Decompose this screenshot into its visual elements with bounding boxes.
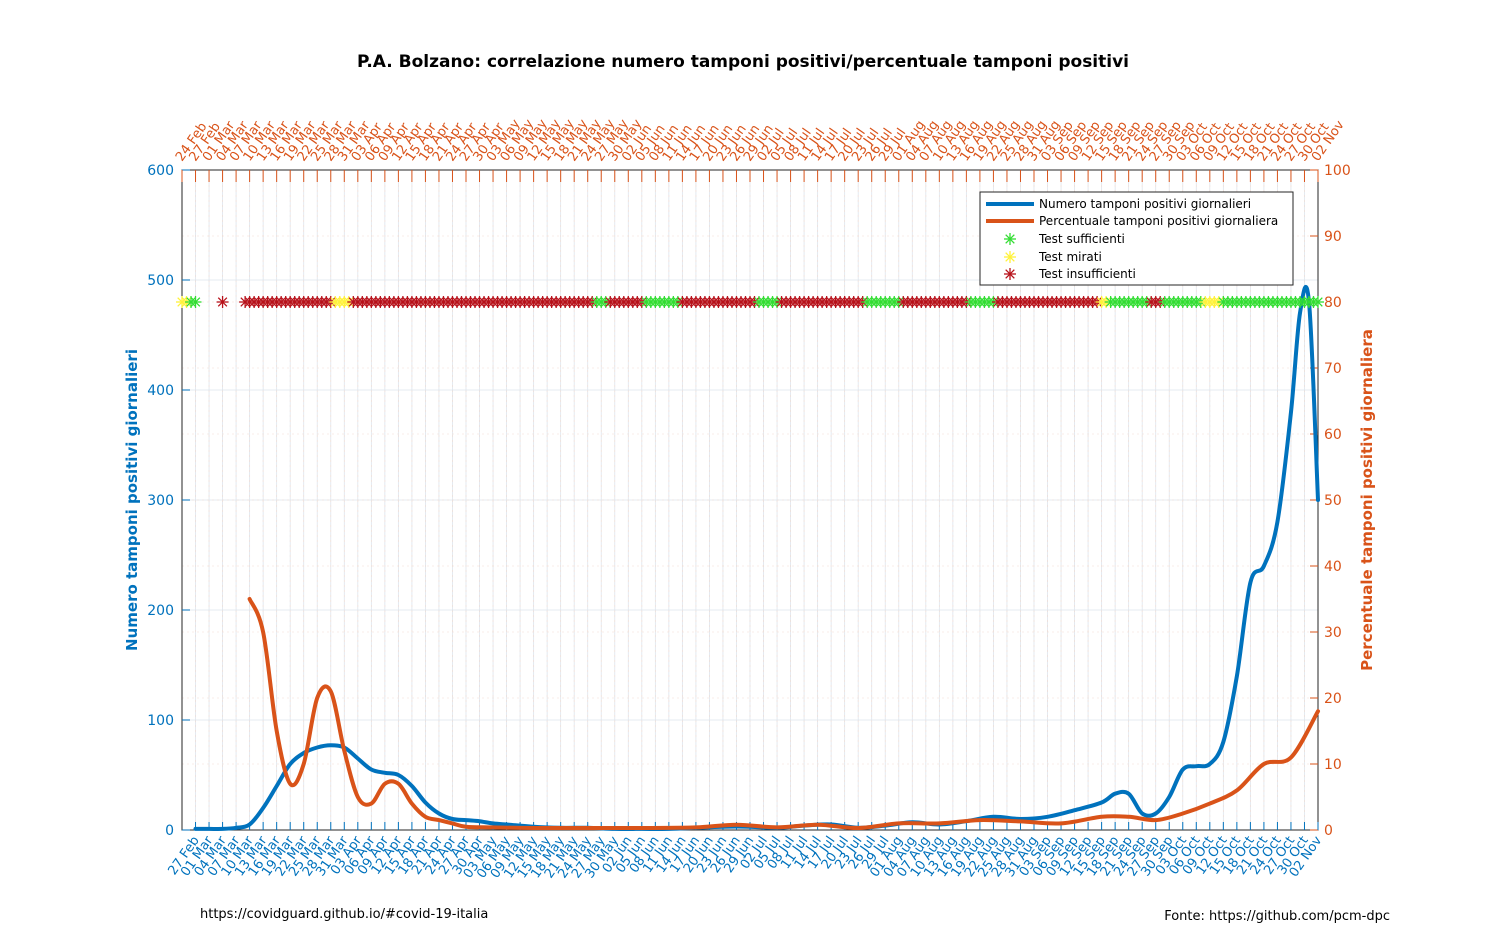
legend-label-insufficienti: Test insufficienti [1038, 267, 1136, 281]
left-tick-label-1: 100 [147, 713, 174, 729]
series-layer [193, 284, 1320, 831]
right-tick-label-2: 20 [1324, 691, 1342, 707]
legend-label-mirati: Test mirati [1038, 250, 1102, 264]
legend-label-percentage: Percentuale tamponi positivi giornaliera [1039, 214, 1278, 228]
legend-marker-sufficienti [1004, 233, 1016, 245]
right-tick-label-7: 70 [1324, 361, 1342, 377]
left-tick-label-2: 200 [147, 603, 174, 619]
right-tick-label-8: 80 [1324, 295, 1342, 311]
right-tick-label-3: 30 [1324, 625, 1342, 641]
legend: Numero tamponi positivi giornalieri Perc… [979, 191, 1294, 286]
right-tick-label-10: 100 [1324, 163, 1351, 179]
footer-source-left: https://covidguard.github.io/#covid-19-i… [200, 907, 488, 922]
right-tick-label-5: 50 [1324, 493, 1342, 509]
left-tick-label-3: 300 [147, 493, 174, 509]
left-axis: 0 100 200 300 400 500 600 [147, 163, 190, 839]
legend-label-positives: Numero tamponi positivi giornalieri [1039, 197, 1251, 211]
legend-box [979, 191, 1294, 286]
series-line-1 [247, 597, 1320, 831]
right-axis: 0 10 20 30 40 50 60 70 80 90 100 [1310, 163, 1351, 839]
test-markers [176, 296, 1324, 308]
chart-title: P.A. Bolzano: correlazione numero tampon… [357, 52, 1129, 72]
y-axis-label-right: Percentuale tamponi positivi giornaliera [1358, 329, 1376, 671]
legend-marker-swatches [1004, 233, 1016, 280]
right-tick-label-9: 90 [1324, 229, 1342, 245]
right-tick-label-6: 60 [1324, 427, 1342, 443]
test-marker-4 [216, 296, 229, 308]
right-tick-label-0: 0 [1324, 823, 1333, 839]
right-tick-label-1: 10 [1324, 757, 1342, 773]
y-axis-label-left: Numero tamponi positivi giornalieri [123, 349, 141, 651]
test-marker-243 [1312, 296, 1324, 308]
legend-marker-mirati [1004, 251, 1016, 263]
left-tick-label-4: 400 [147, 383, 174, 399]
left-tick-label-0: 0 [165, 823, 174, 839]
test-marker-3 [189, 296, 202, 308]
left-tick-label-6: 600 [147, 163, 174, 179]
legend-marker-insufficienti [1004, 268, 1016, 280]
right-tick-label-4: 40 [1324, 559, 1342, 575]
footer-source-right: Fonte: https://github.com/pcm-dpc [1164, 909, 1390, 924]
legend-label-sufficienti: Test sufficienti [1038, 232, 1125, 246]
left-tick-label-5: 500 [147, 273, 174, 289]
